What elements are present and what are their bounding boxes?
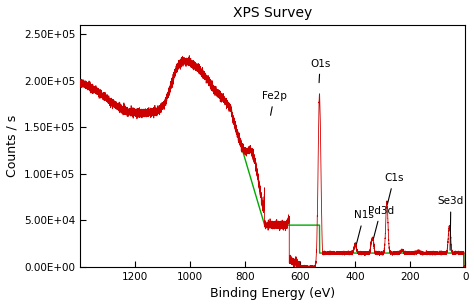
X-axis label: Binding Energy (eV): Binding Energy (eV) (210, 287, 335, 300)
Text: C1s: C1s (384, 173, 403, 204)
Text: Se3d: Se3d (438, 196, 464, 250)
Y-axis label: Counts / s: Counts / s (6, 115, 18, 177)
Text: Fe2p: Fe2p (262, 91, 287, 115)
Title: XPS Survey: XPS Survey (233, 6, 312, 20)
Text: O1s: O1s (310, 59, 330, 83)
Text: Pd3d: Pd3d (368, 206, 394, 238)
Text: N1s: N1s (354, 211, 374, 244)
